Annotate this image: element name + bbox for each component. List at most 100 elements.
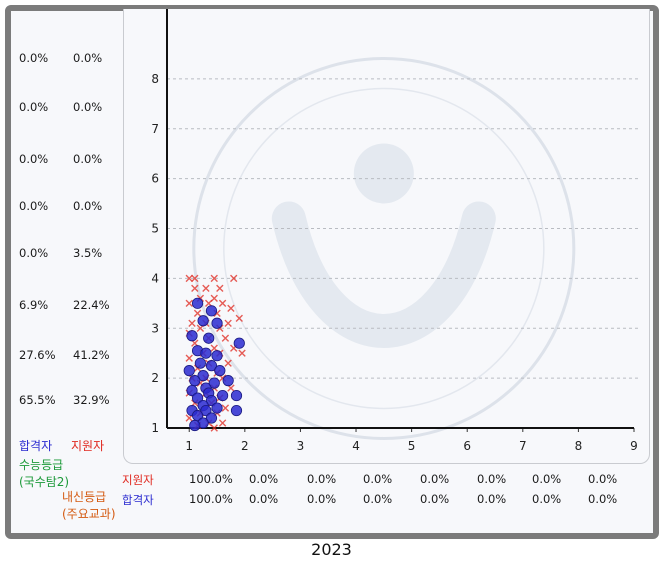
y-tick-label: 6 <box>151 172 159 186</box>
applicant-point <box>218 299 227 308</box>
pass-percent-cell: 0.0% <box>249 492 279 506</box>
applicant-point <box>224 319 232 327</box>
pass-percent: 27.6% <box>19 348 56 362</box>
pass-point <box>205 394 218 407</box>
pass-point <box>211 402 223 414</box>
pass-point <box>233 337 245 349</box>
pass-percent-cell: 0.0% <box>532 492 562 506</box>
pass-point <box>183 365 195 377</box>
y-tick-label: 1 <box>151 421 159 435</box>
pass-percent: 0.0% <box>19 246 49 260</box>
applicant-point <box>238 349 246 357</box>
x-tick-label: 1 <box>185 439 193 453</box>
legend-pass-label: 합격자 <box>19 439 53 453</box>
pass-percent: 6.9% <box>19 298 49 312</box>
pass-point <box>189 419 201 432</box>
pass-point <box>194 357 206 369</box>
y-tick-label: 8 <box>151 72 159 86</box>
y-tick-label: 5 <box>151 222 159 236</box>
pass-point <box>222 375 234 387</box>
applicant-point <box>193 309 202 317</box>
apply-percent: 41.2% <box>73 348 110 362</box>
pass-point <box>186 384 198 397</box>
applicant-point <box>185 299 193 308</box>
year-caption: 2023 <box>311 540 352 559</box>
apply-percent-cell: 0.0% <box>532 472 562 486</box>
watermark-emblem-icon <box>353 143 414 204</box>
pass-percent-cell: 0.0% <box>477 492 507 506</box>
applicant-point <box>235 314 243 322</box>
pass-percent: 0.0% <box>19 152 49 166</box>
applicant-point <box>185 354 193 362</box>
x-tick-label: 2 <box>241 439 249 453</box>
pass-percent: 0.0% <box>19 199 49 213</box>
pass-point <box>208 377 220 389</box>
applicant-point <box>188 319 196 327</box>
y-tick-label: 3 <box>151 321 159 335</box>
x-tick-label: 3 <box>297 439 305 453</box>
pass-point <box>214 365 226 377</box>
apply-percent: 0.0% <box>73 152 103 166</box>
pass-percent: 0.0% <box>19 51 49 65</box>
pass-point <box>211 350 223 362</box>
pass-point <box>189 375 201 387</box>
pass-percent-cell: 0.0% <box>363 492 393 506</box>
applicant-point <box>230 274 238 283</box>
pass-percent-cell: 0.0% <box>588 492 618 506</box>
applicant-point <box>221 334 230 342</box>
apply-percent: 32.9% <box>73 393 110 407</box>
pass-percent: 65.5% <box>19 393 56 407</box>
apply-percent: 0.0% <box>73 199 103 213</box>
applicant-point <box>210 274 218 283</box>
pass-percent-row: 합격자 100.0% 0.0% 0.0% 0.0% 0.0% 0.0% 0.0% 0.0% <box>11 492 651 510</box>
pass-point <box>200 347 212 359</box>
pass-row-label: 합격자 <box>122 493 154 507</box>
pass-point <box>197 315 209 327</box>
plot-area: 1 2 3 4 5 6 7 8 1 2 3 4 5 6 7 8 9 <box>123 9 650 464</box>
applicant-point <box>221 404 230 412</box>
pass-point <box>197 370 209 382</box>
apply-percent: 3.5% <box>73 246 103 260</box>
pass-point <box>216 389 229 402</box>
pass-percent-cell: 0.0% <box>307 492 337 506</box>
x-tick-label: 5 <box>408 439 416 453</box>
applicant-point <box>227 304 235 312</box>
pass-percent: 0.0% <box>19 100 49 114</box>
pass-point <box>205 412 218 424</box>
y-axis-name: 수능등급 (국수탐2) <box>19 458 70 489</box>
applicant-point <box>216 284 224 293</box>
apply-percent: 22.4% <box>73 298 110 312</box>
watermark-ring-icon <box>192 56 576 440</box>
x-tick-label: 8 <box>575 439 583 453</box>
pass-point <box>211 317 223 329</box>
watermark-inner-ring-icon <box>223 87 545 410</box>
apply-percent-cell: 0.0% <box>307 472 337 486</box>
apply-percent-cell: 0.0% <box>477 472 507 486</box>
applicant-point <box>185 274 193 283</box>
applicant-point <box>218 419 227 427</box>
applicant-point <box>191 284 199 293</box>
applicant-point <box>224 359 232 367</box>
pass-percent-cell: 100.0% <box>189 492 233 506</box>
pass-point <box>186 330 198 342</box>
x-tick-label: 6 <box>463 439 471 453</box>
apply-percent-row: 지원자 100.0% 0.0% 0.0% 0.0% 0.0% 0.0% 0.0% 0.0% <box>11 472 651 490</box>
scatter-chart: 1 2 3 4 5 6 7 8 1 2 3 4 5 6 7 8 9 <box>151 9 638 453</box>
x-axis-name: 내신등급 (주요교과) <box>62 490 116 521</box>
apply-percent-cell: 0.0% <box>588 472 618 486</box>
apply-row-label: 지원자 <box>122 473 154 487</box>
watermark-emblem-curve-icon <box>271 201 496 348</box>
x-tick-label: 4 <box>352 439 360 453</box>
pass-point <box>191 297 204 309</box>
left-percent-column: 0.0% 0.0% 0.0% 0.0% 0.0% 0.0% 0.0% 0.0% 0.0% 3.5%… <box>11 11 131 533</box>
pass-point <box>200 404 212 417</box>
chart-panel: 0.0% 0.0% 0.0% 0.0% 0.0% 0.0% 0.0% 0.0% 0.0% 3.5%… <box>5 5 659 539</box>
applicant-point <box>202 284 210 293</box>
legend-apply-label: 지원자 <box>71 439 105 453</box>
apply-percent-cell: 0.0% <box>249 472 279 486</box>
x-tick-label: 7 <box>519 439 527 453</box>
applicant-point <box>191 274 199 283</box>
pass-point <box>230 404 243 417</box>
apply-percent-cell: 100.0% <box>189 472 233 486</box>
pass-point <box>205 360 218 372</box>
